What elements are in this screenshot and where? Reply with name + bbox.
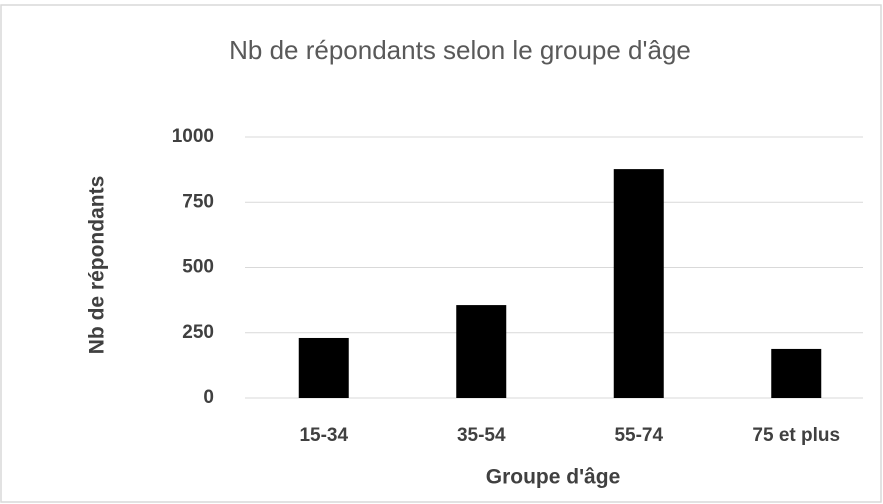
bar: [771, 348, 822, 398]
bar: [456, 305, 507, 398]
chart-border: [0, 4, 882, 503]
bar: [298, 337, 349, 398]
x-tick-label: 75 et plus: [752, 425, 840, 446]
y-tick-label: 250: [182, 322, 214, 343]
x-tick-label: 35-54: [457, 425, 506, 446]
y-tick-label: 500: [182, 257, 214, 278]
x-tick-label: 15-34: [299, 425, 348, 446]
y-tick-label: 750: [182, 191, 214, 212]
y-tick-label: 1000: [172, 126, 214, 147]
y-axis-title: Nb de répondants: [86, 176, 109, 355]
y-tick-label: 0: [203, 387, 214, 408]
x-tick-label: 55-74: [614, 425, 663, 446]
bar: [613, 169, 664, 398]
x-axis-title: Groupe d'âge: [486, 466, 621, 489]
chart-title: Nb de répondants selon le groupe d'âge: [229, 35, 691, 65]
